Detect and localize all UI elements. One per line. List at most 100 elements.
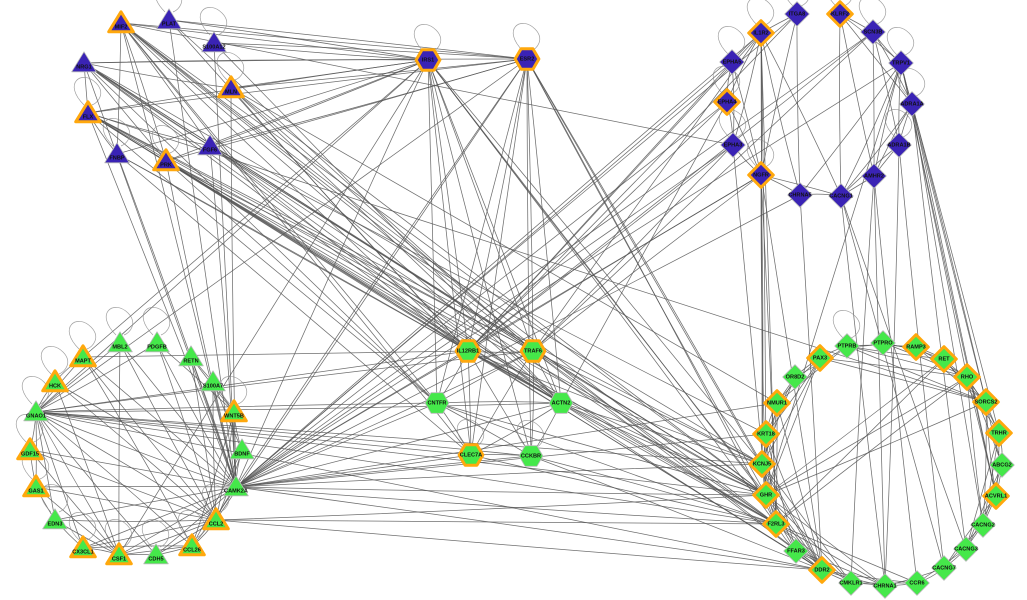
graph-node-gnao1[interactable] [23, 400, 49, 422]
graph-node-chrna5[interactable] [787, 182, 813, 208]
graph-node-acvrl1[interactable] [982, 482, 1010, 510]
graph-node-fgf6[interactable] [197, 134, 223, 156]
graph-node-camk2a[interactable] [223, 475, 249, 497]
graph-node-cckbr[interactable] [518, 445, 544, 467]
graph-node-mapt[interactable] [69, 344, 97, 368]
graph-node-fnbp[interactable] [104, 142, 130, 164]
graph-edge [235, 486, 777, 525]
graph-node-nmur1[interactable] [763, 389, 791, 417]
graph-node-nrg1[interactable] [71, 51, 97, 73]
graph-node-s100a12[interactable] [201, 31, 227, 53]
graph-node-prk[interactable] [152, 148, 180, 172]
graph-node-cacng7[interactable] [931, 555, 957, 581]
graph-node-gas1[interactable] [22, 474, 50, 498]
graph-node-clec7a[interactable] [457, 443, 485, 467]
graph-node-actn2[interactable] [548, 392, 574, 414]
graph-node-amhr2[interactable] [861, 163, 887, 189]
graph-node-trhr[interactable] [985, 419, 1013, 447]
graph-edge [765, 358, 945, 496]
graph-node-ddr2[interactable] [808, 556, 836, 584]
graph-node-edn3[interactable] [42, 508, 68, 530]
graph-edge [118, 59, 429, 556]
graph-node-ghr[interactable] [752, 481, 780, 509]
graph-node-ngfr[interactable] [747, 161, 775, 189]
graph-node-trpv1[interactable] [888, 50, 914, 76]
graph-node-f2rl3[interactable] [762, 510, 790, 538]
graph-node-flx[interactable] [74, 100, 102, 124]
graph-node-ptpro[interactable] [870, 330, 896, 356]
graph-node-kcnj5[interactable] [748, 450, 776, 478]
graph-node-pdgfb[interactable] [144, 331, 170, 353]
graph-edge [532, 32, 762, 352]
graph-node-klrf2[interactable] [826, 0, 854, 28]
graph-node-gdf15[interactable] [16, 437, 44, 461]
graph-node-cx3cl1[interactable] [69, 535, 97, 559]
graph-edge [87, 112, 237, 488]
graph-edge [235, 402, 562, 488]
graph-node-pax3[interactable] [806, 344, 834, 372]
graph-node-retn[interactable] [178, 345, 204, 367]
graph-node-cacng3[interactable] [953, 536, 979, 562]
graph-node-irs1[interactable] [414, 48, 442, 72]
graph-edge [119, 342, 217, 521]
graph-node-chrna1[interactable] [872, 573, 898, 599]
graph-node-cacng2[interactable] [970, 512, 996, 538]
graph-self-loop [787, 0, 809, 7]
graph-node-plat[interactable] [156, 8, 182, 30]
graph-node-ret[interactable] [930, 345, 958, 373]
graph-edge [82, 486, 237, 549]
graph-node-ptprb[interactable] [834, 333, 860, 359]
graph-node-cntfr[interactable] [424, 392, 450, 414]
graph-node-csf1[interactable] [105, 542, 133, 566]
graph-node-esr2[interactable] [513, 47, 541, 71]
graph-edge [83, 58, 528, 64]
graph-node-ramp3[interactable] [902, 333, 930, 361]
graph-edge [235, 486, 823, 571]
graph-edge [796, 13, 801, 196]
graph-node-hck[interactable] [41, 369, 69, 393]
graph-edge [470, 454, 777, 525]
graph-node-itga8[interactable] [784, 1, 810, 27]
graph-node-epha5[interactable] [719, 49, 745, 75]
graph-node-rho[interactable] [953, 363, 981, 391]
graph-node-cacng1[interactable] [828, 183, 854, 209]
graph-node-cmklr1[interactable] [838, 570, 864, 596]
graph-edge [530, 455, 823, 571]
graph-node-abcg2[interactable] [989, 452, 1015, 478]
graph-node-il12rb1[interactable] [454, 339, 482, 363]
graph-node-wnt5b[interactable] [220, 399, 248, 423]
graph-edge [235, 486, 767, 496]
graph-edge [35, 411, 777, 525]
graph-self-loop [516, 420, 545, 449]
graph-node-ccl2[interactable] [202, 507, 230, 531]
graph-node-mln[interactable] [217, 75, 245, 99]
graph-node-or8d2[interactable] [782, 364, 808, 390]
graph-self-loop [512, 23, 541, 52]
graph-node-ccr6[interactable] [904, 570, 930, 596]
node-layer[interactable] [16, 0, 1015, 599]
graph-edge [732, 32, 762, 146]
graph-node-adra1b[interactable] [886, 132, 912, 158]
graph-edge [526, 58, 777, 525]
graph-node-il1r2[interactable] [747, 19, 775, 47]
graph-node-krt18[interactable] [752, 420, 780, 448]
graph-node-epha3[interactable] [720, 132, 746, 158]
graph-edge [775, 358, 945, 525]
graph-node-mbl2[interactable] [107, 331, 133, 353]
graph-self-loop [830, 0, 852, 7]
graph-node-s100a7[interactable] [200, 370, 226, 392]
graph-node-ffar3[interactable] [783, 538, 809, 564]
graph-node-ccl26[interactable] [178, 533, 206, 557]
graph-node-epha4[interactable] [713, 88, 741, 116]
graph-node-bdnf[interactable] [229, 438, 255, 460]
graph-node-cdh5[interactable] [143, 543, 169, 565]
graph-node-scn3b[interactable] [860, 19, 886, 45]
graph-node-mif2[interactable] [107, 10, 135, 34]
graph-edge [765, 357, 821, 496]
graph-node-traf6[interactable] [519, 339, 547, 363]
graph-node-adra1a[interactable] [899, 91, 925, 117]
graph-node-sorcs2[interactable] [972, 388, 1000, 416]
graph-self-loop [884, 109, 913, 138]
